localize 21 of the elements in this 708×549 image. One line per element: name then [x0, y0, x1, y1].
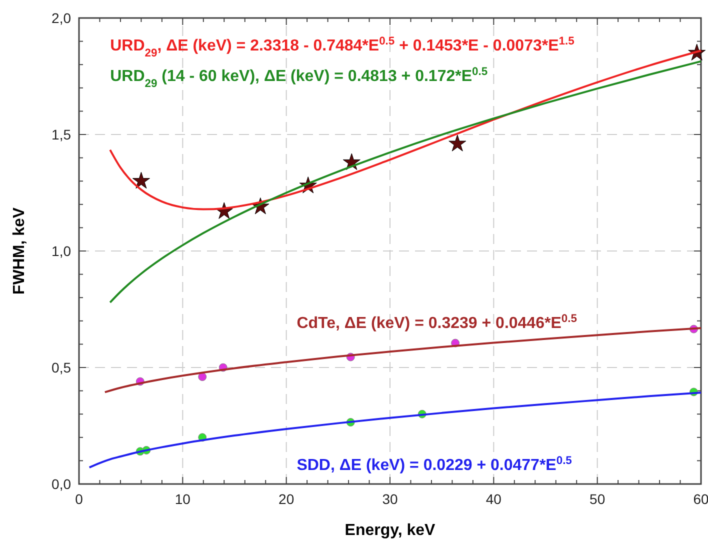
x-tick-label: 10 [174, 491, 191, 507]
x-tick-label: 30 [382, 491, 398, 507]
point [448, 134, 466, 152]
y-tick-label: 0,0 [52, 476, 72, 492]
x-tick-label: 40 [486, 491, 502, 507]
x-tick-label: 0 [75, 491, 84, 507]
series-label: CdTe, ΔE (keV) = 0.3239 + 0.0446*E$^{0.5}$ [296, 312, 577, 332]
y-tick-label: 1,0 [52, 243, 72, 259]
point [132, 172, 150, 189]
y-axis-title: FWHM, keV [11, 207, 28, 295]
x-tick-label: 20 [278, 491, 294, 507]
x-tick-label: 50 [590, 491, 606, 507]
y-tick-label: 0,5 [52, 360, 72, 376]
x-axis-title: Energy, keV [344, 522, 436, 539]
series-label: SDD, ΔE (keV) = 0.0229 + 0.0477*E$^{0.5}$ [296, 455, 572, 474]
y-tick-label: 2,0 [52, 10, 72, 26]
point [198, 372, 207, 382]
series-label: URD$_{29}$, ΔE (keV) = 2.3318 - 0.7484*E$^{0.5}$ + 0.1453*E - 0.0073*E$^{1.5}$ [110, 36, 574, 60]
series-label: URD$_{29}$ (14 - 60 keV), ΔE (keV) = 0.4813 + 0.172*E$^{0.5}$ [110, 66, 488, 90]
x-tick-label: 60 [693, 491, 708, 507]
y-tick-label: 1,5 [52, 126, 72, 142]
